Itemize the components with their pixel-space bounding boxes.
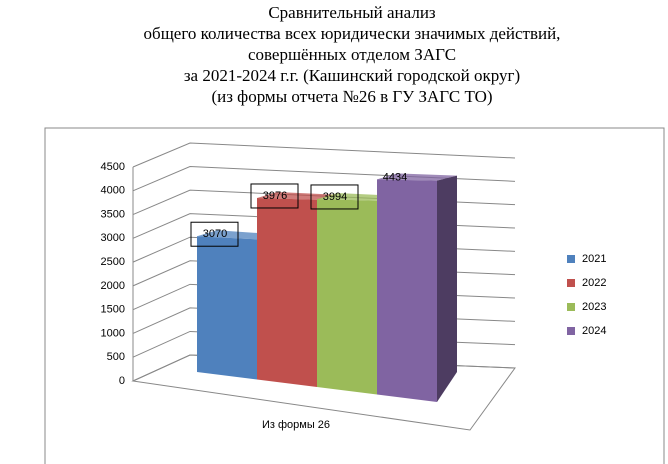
y-tick-label: 2500 xyxy=(101,256,125,268)
y-tick-label: 500 xyxy=(107,351,125,363)
x-tick-label: Из формы 26 xyxy=(262,419,330,431)
y-tick-label: 3500 xyxy=(101,208,125,220)
legend-swatch xyxy=(567,255,575,263)
chart-title: Сравнительный анализ xyxy=(268,3,436,22)
y-tick-label: 3000 xyxy=(101,232,125,244)
legend-swatch xyxy=(567,327,575,335)
bar-top xyxy=(257,191,337,200)
bar xyxy=(257,197,317,387)
legend-swatch xyxy=(567,303,575,311)
bar xyxy=(377,179,437,402)
legend-label: 2021 xyxy=(582,253,606,265)
bar xyxy=(317,198,377,395)
label-box xyxy=(310,184,359,210)
data-label: 3994 xyxy=(323,191,347,203)
data-label: 3070 xyxy=(203,228,227,240)
bar xyxy=(197,236,257,380)
grid-line xyxy=(132,142,516,168)
y-tick-label: 0 xyxy=(119,375,125,387)
data-label: 4434 xyxy=(383,171,407,183)
label-box xyxy=(190,221,239,247)
chart-title: (из формы отчета №26 в ГУ ЗАГС ТО) xyxy=(211,87,492,106)
legend-label: 2022 xyxy=(582,277,606,289)
chart-title: за 2021-2024 г.г. (Кашинский городской о… xyxy=(184,66,520,85)
bar-top xyxy=(377,173,457,181)
y-tick-label: 4500 xyxy=(101,161,125,173)
legend-swatch xyxy=(567,279,575,287)
bar-side xyxy=(437,175,457,402)
y-tick-label: 4000 xyxy=(101,185,125,197)
legend-label: 2023 xyxy=(582,301,606,313)
y-tick-label: 1000 xyxy=(101,327,125,339)
chart-title: совершённых отделом ЗАГС xyxy=(248,45,456,64)
data-label: 3976 xyxy=(263,190,287,202)
legend-label: 2024 xyxy=(582,325,606,337)
y-tick-label: 1500 xyxy=(101,304,125,316)
chart-title: общего количества всех юридически значим… xyxy=(144,24,561,43)
y-tick-label: 2000 xyxy=(101,280,125,292)
label-box xyxy=(250,183,299,209)
